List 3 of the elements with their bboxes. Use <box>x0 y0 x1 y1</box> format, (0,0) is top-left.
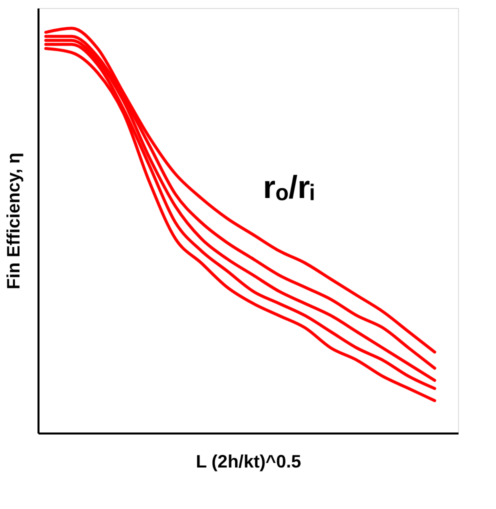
x-axis-title: L (2h/kt)^0.5 <box>196 452 302 472</box>
y-axis-title: Fin Efficiency, η <box>4 152 24 290</box>
annotation: rₒ/rᵢ <box>263 169 314 205</box>
